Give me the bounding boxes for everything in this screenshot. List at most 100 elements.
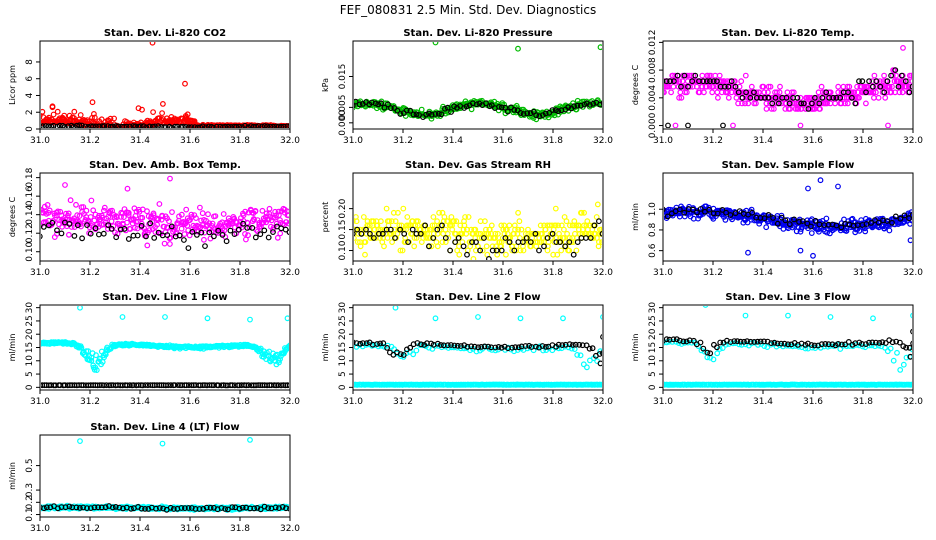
data-point-selected	[435, 110, 442, 117]
data-point-selected	[109, 504, 116, 511]
data-point-selected	[275, 382, 282, 389]
data-point-selected	[744, 338, 750, 345]
data-point-selected	[533, 343, 539, 350]
data-point-all	[817, 177, 824, 184]
y-tick-label: 0	[338, 384, 348, 390]
data-point-selected	[747, 338, 754, 345]
x-tick-label: 31.0	[343, 136, 363, 146]
data-point-all	[706, 83, 713, 90]
data-point-selected	[532, 230, 539, 237]
data-point-all	[183, 206, 190, 213]
data-point-all	[761, 89, 768, 96]
data-point-all	[55, 208, 61, 215]
data-point-selected	[180, 237, 187, 243]
data-point-selected	[423, 111, 430, 118]
data-point-all	[537, 222, 544, 229]
data-point-all	[886, 227, 893, 234]
data-point-selected	[371, 235, 377, 241]
data-point-selected	[252, 234, 259, 241]
y-tick-label: 6	[25, 76, 35, 82]
data-point-all	[739, 100, 745, 107]
data-point-selected	[220, 382, 227, 389]
data-point-selected	[868, 219, 874, 226]
data-point-selected	[895, 83, 902, 90]
data-point-selected	[596, 351, 602, 357]
data-point-all	[844, 83, 851, 90]
data-point-selected	[126, 382, 133, 389]
data-point-all	[139, 106, 145, 113]
data-point-all	[381, 343, 388, 350]
data-point-all	[286, 344, 289, 351]
data-point-all	[882, 94, 889, 101]
data-point-all	[676, 78, 683, 85]
data-point-selected	[422, 222, 429, 229]
x-tick-label: 31.0	[653, 397, 673, 407]
data-point-selected	[884, 218, 890, 224]
data-point-selected	[680, 338, 687, 345]
y-tick-label: 15	[338, 342, 348, 353]
data-point-all	[594, 201, 601, 208]
data-point-all	[672, 72, 678, 79]
data-point-all	[516, 218, 523, 225]
data-point-all	[276, 212, 282, 219]
data-point-selected	[417, 230, 424, 237]
data-point-all	[247, 437, 253, 443]
data-point-all	[451, 218, 457, 225]
data-point-all	[370, 218, 377, 225]
data-point-selected	[70, 123, 77, 128]
x-tick-label: 31.4	[130, 524, 150, 534]
data-point-selected	[175, 382, 181, 389]
data-point-all	[851, 89, 858, 96]
x-tick-label: 31.4	[753, 268, 773, 278]
data-point-selected	[517, 109, 524, 116]
data-point-selected	[518, 343, 525, 350]
data-point-selected	[555, 341, 562, 348]
data-point-selected	[527, 239, 534, 246]
data-point-selected	[265, 234, 272, 241]
data-point-all	[905, 83, 912, 90]
data-point-selected	[71, 232, 78, 239]
data-point-all	[261, 348, 267, 355]
data-point-selected	[113, 234, 120, 241]
data-point-selected	[225, 123, 232, 128]
data-point-all	[503, 251, 509, 258]
data-point-all	[85, 348, 91, 355]
y-axis-label: ml/min	[631, 203, 640, 231]
data-point-selected	[906, 215, 912, 222]
data-point-all	[124, 185, 131, 192]
data-point-selected	[125, 236, 132, 242]
y-tick-label: 0.20	[338, 198, 348, 218]
data-point-selected	[41, 505, 47, 512]
data-point-selected	[401, 230, 408, 237]
data-point-all	[204, 315, 211, 322]
data-point-selected	[863, 341, 869, 348]
data-point-selected	[248, 123, 254, 128]
data-point-selected	[451, 103, 458, 110]
data-point-all	[392, 306, 399, 311]
data-point-selected	[108, 225, 115, 232]
data-point-selected	[483, 100, 489, 107]
x-tick-label: 31.0	[653, 268, 673, 278]
y-tick-label: 25	[338, 315, 348, 326]
data-point-selected	[761, 215, 768, 222]
data-point-all	[492, 235, 499, 241]
x-tick-label: 31.6	[803, 268, 823, 278]
data-point-selected	[54, 123, 61, 128]
data-point-selected	[434, 226, 441, 233]
y-tick-label: 0.12	[25, 223, 35, 243]
data-point-all	[252, 207, 259, 214]
data-point-all	[714, 89, 721, 96]
data-point-all	[453, 218, 460, 225]
data-point-all	[774, 89, 780, 96]
data-point-selected	[838, 224, 845, 231]
data-point-selected	[442, 235, 449, 241]
data-point-selected	[205, 123, 212, 128]
data-point-all	[777, 83, 783, 90]
data-point-selected	[549, 230, 556, 237]
data-point-selected	[92, 225, 99, 232]
data-point-all	[159, 440, 166, 447]
data-point-all	[492, 347, 499, 354]
data-point-selected	[889, 339, 896, 346]
data-point-all	[806, 94, 813, 101]
data-point-all	[111, 115, 117, 122]
